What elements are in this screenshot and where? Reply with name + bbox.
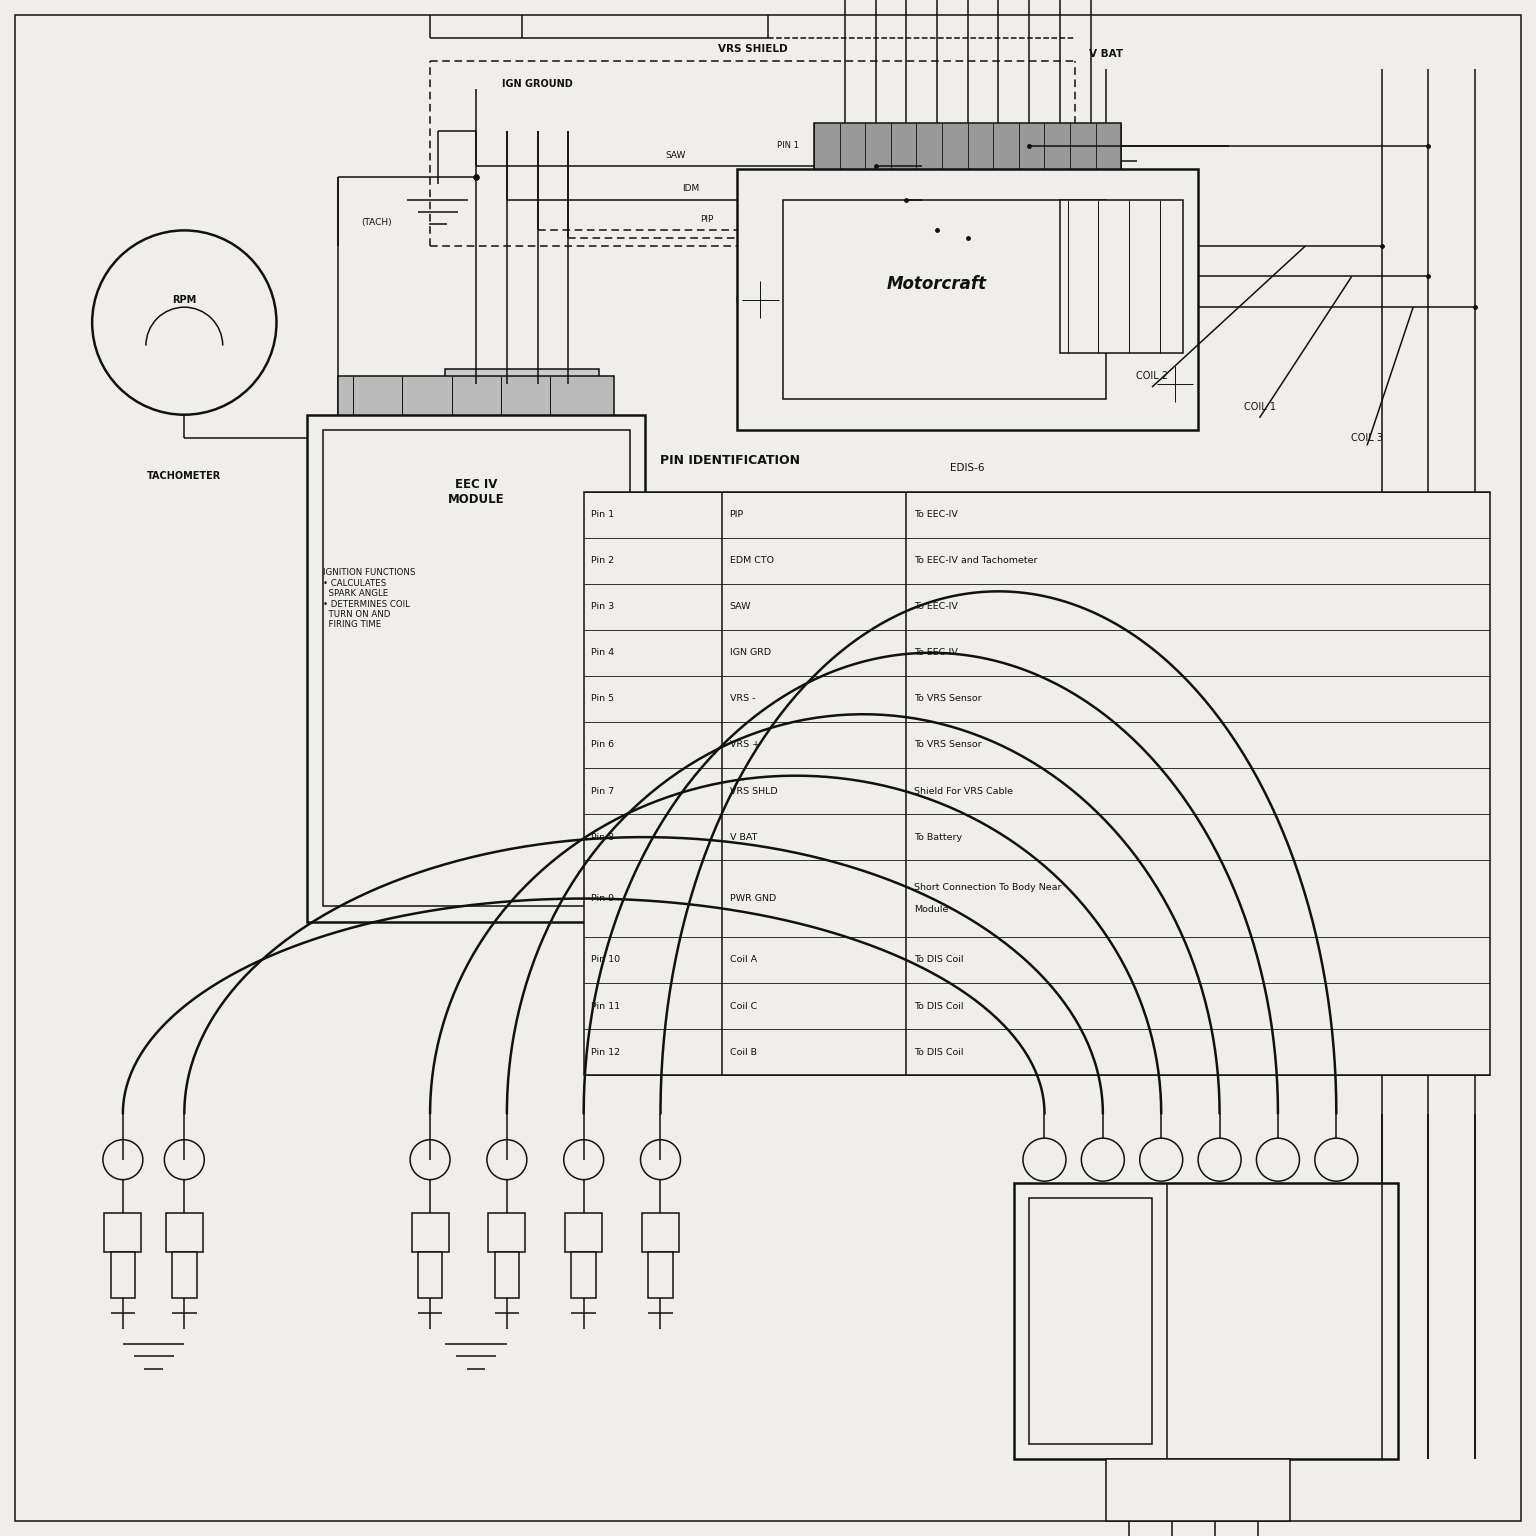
Bar: [166, 1213, 203, 1252]
Text: COIL 3: COIL 3: [1352, 433, 1382, 442]
Text: PWR GND: PWR GND: [730, 894, 776, 903]
Text: VRS -: VRS -: [730, 694, 756, 703]
Text: VRS SHIELD: VRS SHIELD: [717, 45, 788, 54]
Text: IDM: IDM: [682, 184, 700, 194]
Text: Pin 8: Pin 8: [591, 833, 614, 842]
Text: Shield For VRS Cable: Shield For VRS Cable: [914, 786, 1012, 796]
Text: Coil B: Coil B: [730, 1048, 757, 1057]
Text: TACHOMETER: TACHOMETER: [147, 472, 221, 481]
Bar: [648, 1252, 673, 1298]
Bar: [571, 1252, 596, 1298]
Text: To VRS Sensor: To VRS Sensor: [914, 694, 982, 703]
Bar: [584, 492, 1490, 1075]
Text: To Battery: To Battery: [914, 833, 962, 842]
Bar: [783, 200, 1106, 399]
Text: Pin 3: Pin 3: [591, 602, 614, 611]
Text: To DIS Coil: To DIS Coil: [914, 1001, 963, 1011]
Text: PIN IDENTIFICATION: PIN IDENTIFICATION: [660, 455, 800, 467]
Text: Pin 10: Pin 10: [591, 955, 621, 965]
Text: EDIS-6: EDIS-6: [951, 464, 985, 473]
Text: Coil A: Coil A: [730, 955, 757, 965]
Text: Pin 6: Pin 6: [591, 740, 614, 750]
Text: Motorcraft: Motorcraft: [886, 275, 988, 293]
Bar: [1029, 1198, 1152, 1444]
Bar: [323, 430, 630, 906]
Bar: [307, 415, 645, 922]
Text: To DIS Coil: To DIS Coil: [914, 955, 963, 965]
Text: PIP: PIP: [730, 510, 743, 519]
Bar: [1014, 1183, 1398, 1459]
Text: Pin 1: Pin 1: [591, 510, 614, 519]
Text: SAW: SAW: [665, 151, 687, 160]
Bar: [737, 169, 1198, 430]
Text: VRS +: VRS +: [730, 740, 760, 750]
Text: Pin 12: Pin 12: [591, 1048, 621, 1057]
Text: COIL 2: COIL 2: [1137, 372, 1167, 381]
Text: Module: Module: [914, 905, 948, 914]
Text: COIL 1: COIL 1: [1244, 402, 1275, 412]
Bar: [1106, 1459, 1290, 1521]
Text: To VRS Sensor: To VRS Sensor: [914, 740, 982, 750]
Text: Pin 5: Pin 5: [591, 694, 614, 703]
Bar: [642, 1213, 679, 1252]
Bar: [1060, 200, 1183, 353]
Text: V BAT: V BAT: [1089, 49, 1123, 58]
Text: (TACH): (TACH): [361, 218, 392, 227]
Bar: [445, 369, 599, 392]
Text: Pin 9: Pin 9: [591, 894, 614, 903]
Text: To EEC-IV: To EEC-IV: [914, 510, 958, 519]
Bar: [418, 1252, 442, 1298]
Text: IGN GROUND: IGN GROUND: [502, 80, 573, 89]
Text: Coil C: Coil C: [730, 1001, 757, 1011]
Bar: [172, 1252, 197, 1298]
Text: Pin 2: Pin 2: [591, 556, 614, 565]
Text: Pin 11: Pin 11: [591, 1001, 621, 1011]
Bar: [565, 1213, 602, 1252]
Bar: [111, 1252, 135, 1298]
Bar: [338, 376, 614, 415]
Text: To DIS Coil: To DIS Coil: [914, 1048, 963, 1057]
Text: To EEC-IV: To EEC-IV: [914, 602, 958, 611]
Text: V BAT: V BAT: [730, 833, 757, 842]
Bar: [488, 1213, 525, 1252]
Text: EDM CTO: EDM CTO: [730, 556, 774, 565]
Bar: [814, 123, 1121, 169]
Text: To EEC-IV and Tachometer: To EEC-IV and Tachometer: [914, 556, 1037, 565]
Text: PIN 1: PIN 1: [777, 141, 799, 151]
Text: RPM: RPM: [172, 295, 197, 304]
Text: VRS SHLD: VRS SHLD: [730, 786, 777, 796]
Text: Pin 4: Pin 4: [591, 648, 614, 657]
Text: EEC IV
MODULE: EEC IV MODULE: [449, 478, 504, 505]
Text: IGNITION FUNCTIONS
• CALCULATES
  SPARK ANGLE
• DETERMINES COIL
  TURN ON AND
  : IGNITION FUNCTIONS • CALCULATES SPARK AN…: [323, 568, 415, 630]
Bar: [104, 1213, 141, 1252]
Text: To EEC-IV: To EEC-IV: [914, 648, 958, 657]
Text: PIP: PIP: [700, 215, 713, 224]
Text: IGN GRD: IGN GRD: [730, 648, 771, 657]
Bar: [412, 1213, 449, 1252]
Text: Short Connection To Body Near: Short Connection To Body Near: [914, 883, 1061, 892]
Text: Pin 7: Pin 7: [591, 786, 614, 796]
Text: SAW: SAW: [730, 602, 751, 611]
Bar: [495, 1252, 519, 1298]
